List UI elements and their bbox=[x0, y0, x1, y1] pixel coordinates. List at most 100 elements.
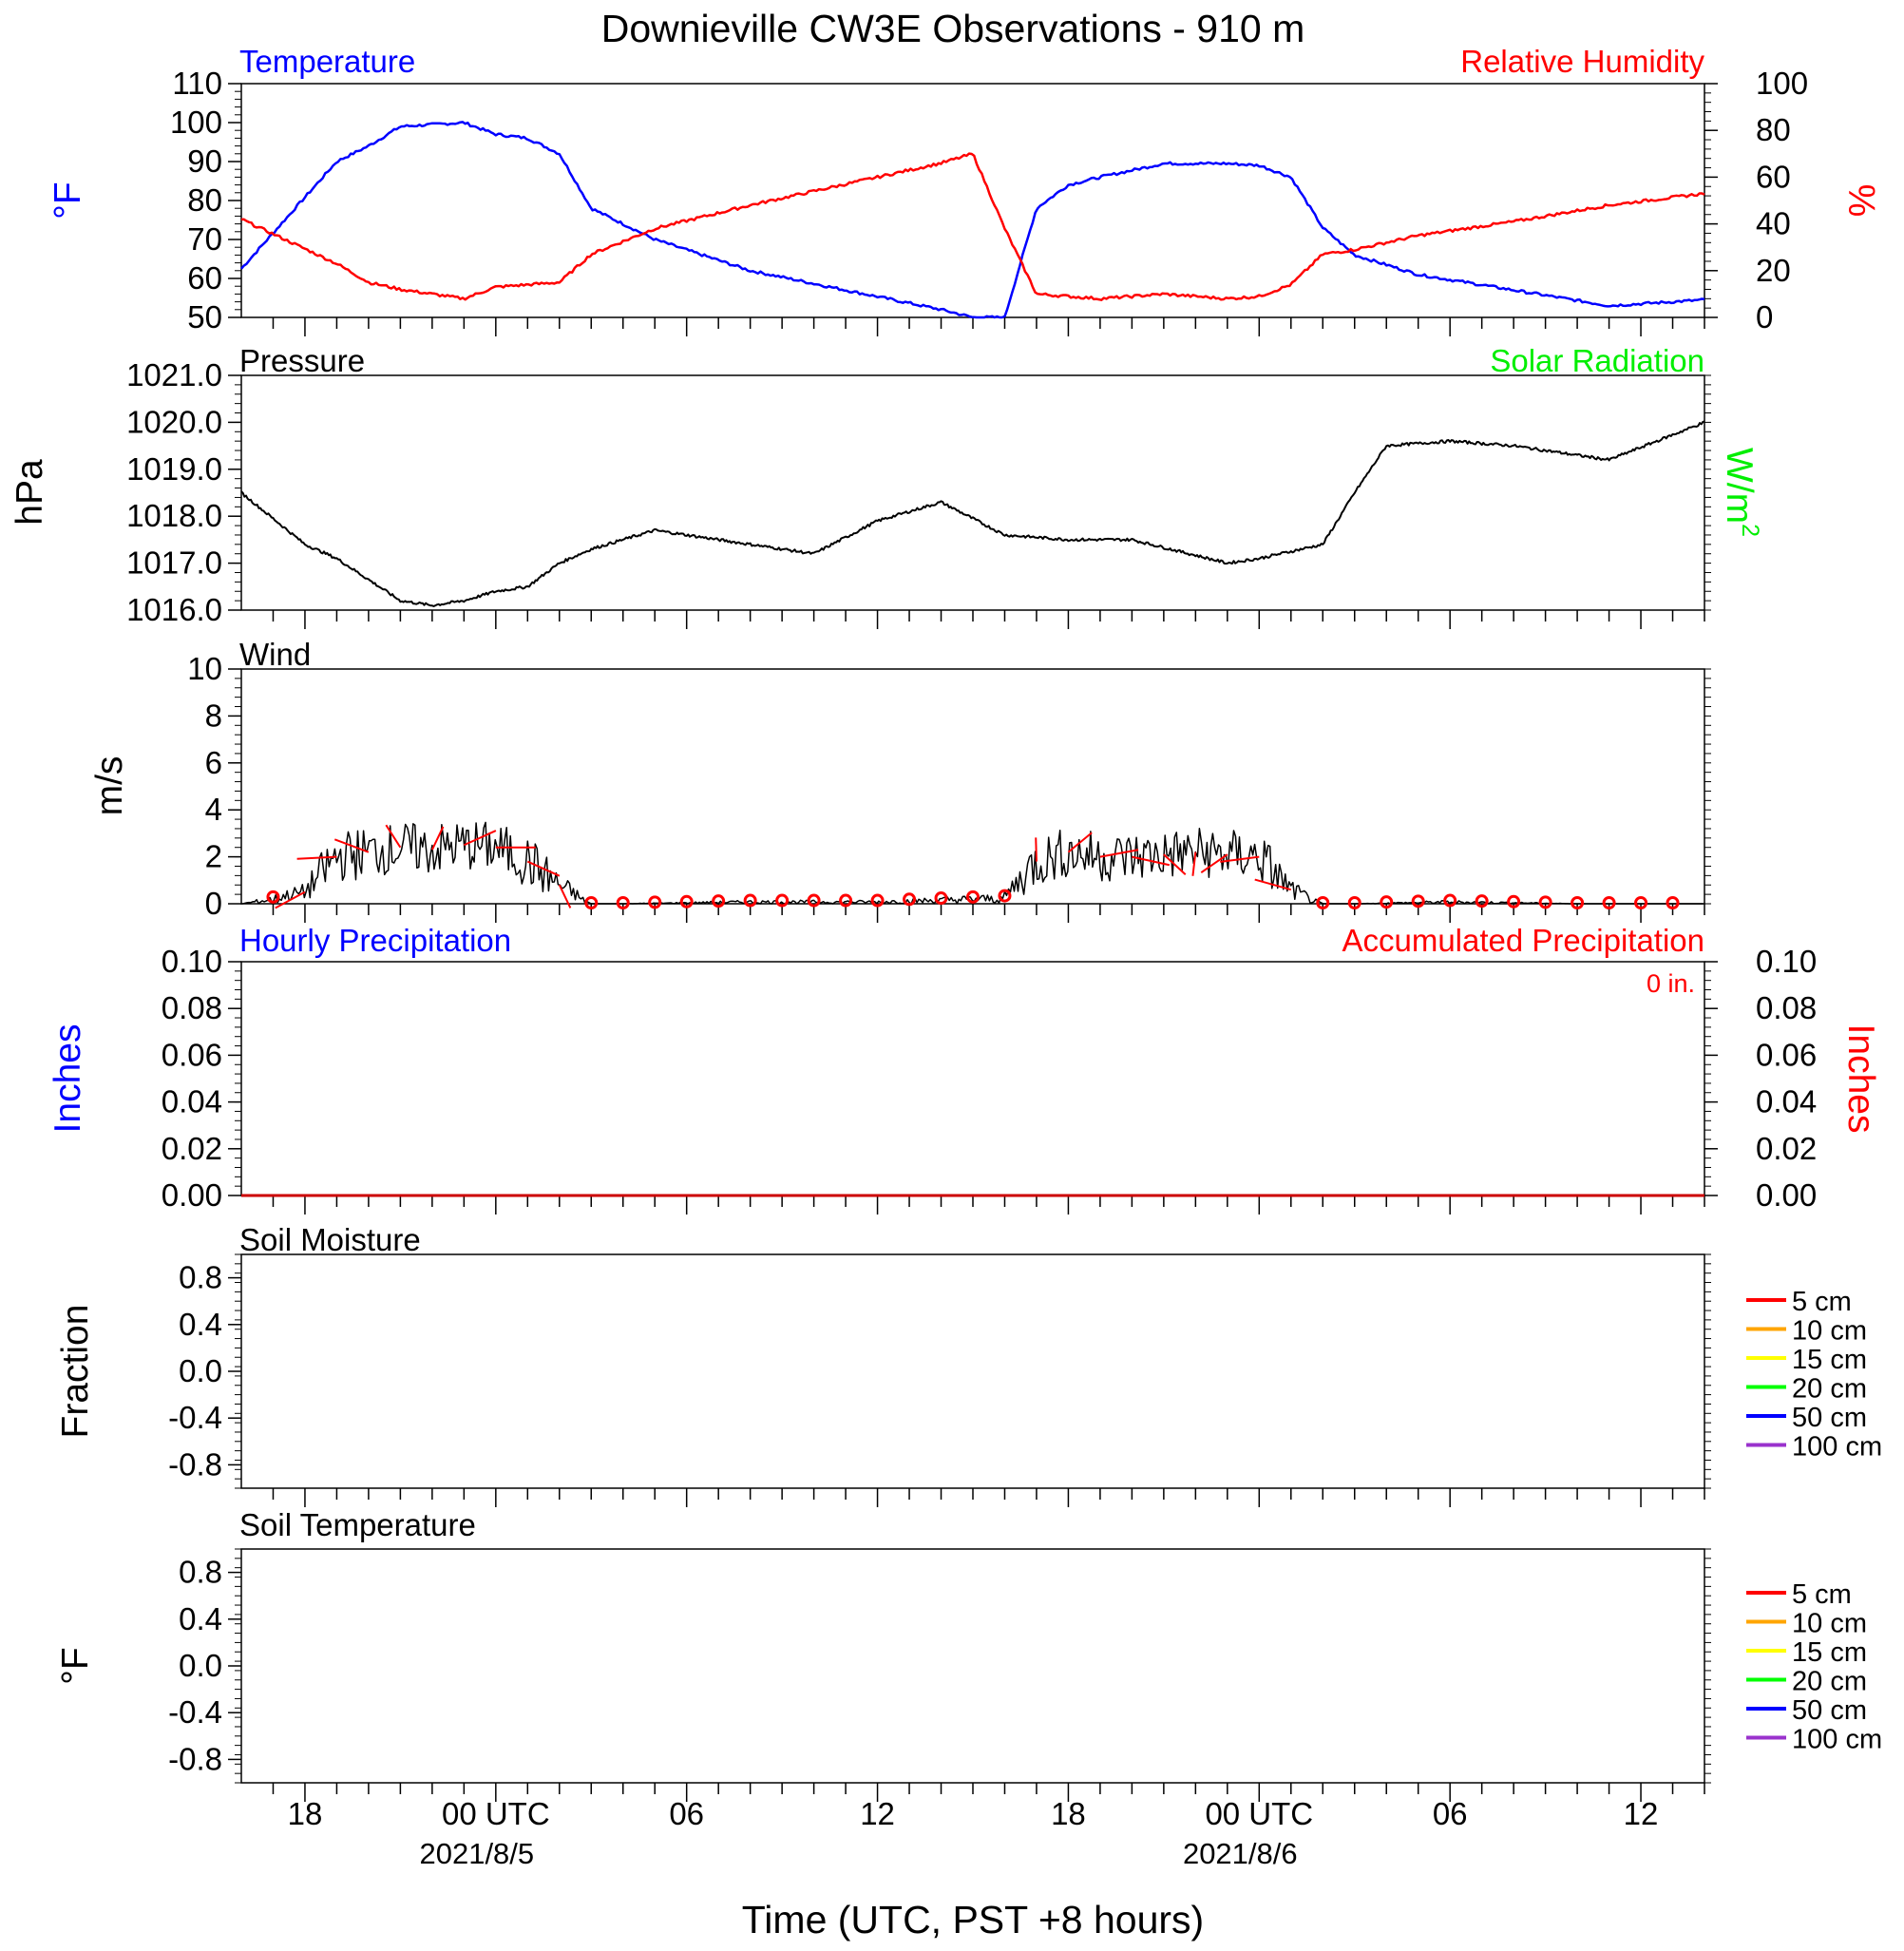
temperature-line bbox=[240, 121, 1705, 319]
hourly-precip-y-axis-label: Inches bbox=[48, 1024, 88, 1134]
wind-barb bbox=[385, 824, 402, 849]
soil-moisture-title: Soil Moisture bbox=[239, 1222, 421, 1257]
wind-barb bbox=[1220, 855, 1260, 863]
y-tick-label: 0.08 bbox=[162, 990, 222, 1025]
legend-label: 5 cm bbox=[1792, 1579, 1852, 1610]
precipitation-tick-marks bbox=[228, 961, 1718, 1215]
legend-label: 15 cm bbox=[1792, 1637, 1867, 1668]
x-tick-labels: 18 00 UTC 06 12 18 00 UTC 06 12 bbox=[288, 1796, 1659, 1831]
y-tick-label: 0.0 bbox=[179, 1648, 222, 1683]
soil-temperature-y-tick-labels: -0.8 -0.4 0.0 0.4 0.8 bbox=[168, 1555, 222, 1777]
wind-barb bbox=[1200, 853, 1228, 873]
accumulated-precip-y-tick-labels: 0.00 0.02 0.04 0.06 0.08 0.10 bbox=[1756, 944, 1817, 1213]
legend-label: 15 cm bbox=[1792, 1345, 1867, 1375]
wind-title: Wind bbox=[239, 637, 311, 672]
y-tick-label: 0.4 bbox=[179, 1307, 222, 1342]
accumulated-precip-y-axis-label: Inches bbox=[1840, 1024, 1881, 1134]
y-tick-label: 1017.0 bbox=[126, 545, 222, 581]
wind-barb bbox=[1191, 851, 1197, 876]
x-tick-label: 18 bbox=[288, 1796, 323, 1831]
y-tick-label: 1019.0 bbox=[126, 451, 222, 487]
soil-temperature-title: Soil Temperature bbox=[239, 1507, 476, 1542]
calm-wind-marker bbox=[1316, 896, 1330, 909]
wind-y-tick-labels: 0 2 4 6 8 10 bbox=[187, 651, 222, 921]
pressure-y-tick-labels: 1016.0 1017.0 1018.0 1019.0 1020.0 1021.0 bbox=[126, 357, 222, 627]
wind-barb bbox=[463, 830, 497, 847]
x-tick-label: 12 bbox=[860, 1796, 895, 1831]
wind-barb bbox=[296, 855, 337, 860]
calm-wind-marker bbox=[1411, 894, 1425, 909]
precipitation-plot-frame bbox=[240, 961, 1705, 1196]
pressure-line bbox=[240, 420, 1705, 607]
humidity-line bbox=[240, 152, 1705, 301]
wind-barb bbox=[333, 838, 370, 853]
svg-text:W/m2: W/m2 bbox=[1719, 448, 1763, 537]
calm-wind-marker bbox=[1666, 896, 1680, 909]
y-tick-label: 0.08 bbox=[1756, 990, 1817, 1025]
x-date-label: 2021/8/5 bbox=[419, 1837, 534, 1870]
x-date-labels: 2021/8/5 2021/8/6 bbox=[419, 1837, 1297, 1870]
legend-label: 100 cm bbox=[1792, 1432, 1882, 1463]
y-tick-label: 0.06 bbox=[1756, 1037, 1817, 1072]
temperature-tick-marks bbox=[228, 83, 1718, 336]
figure-title: Downieville CW3E Observations - 910 m bbox=[601, 7, 1305, 50]
calm-wind-marker bbox=[1475, 894, 1489, 909]
y-tick-label: 60 bbox=[1756, 159, 1791, 194]
calm-wind-marker bbox=[966, 889, 980, 904]
pressure-plot-frame bbox=[240, 374, 1705, 611]
accumulated-precipitation-title: Accumulated Precipitation bbox=[1342, 923, 1704, 958]
wind-barb bbox=[430, 826, 445, 851]
legend-label: 10 cm bbox=[1792, 1609, 1867, 1639]
calm-wind-marker bbox=[1571, 896, 1585, 909]
x-tick-label: 00 UTC bbox=[1205, 1796, 1313, 1831]
temperature-humidity-lines bbox=[240, 121, 1705, 319]
y-tick-label: 0 bbox=[1756, 299, 1773, 335]
y-tick-label: 80 bbox=[187, 182, 222, 218]
y-tick-label: 60 bbox=[187, 260, 222, 296]
wind-panel: 0 2 4 6 8 10 Wind m/s bbox=[89, 637, 1711, 923]
calm-wind-marker bbox=[934, 891, 948, 906]
y-tick-label: 0 bbox=[205, 886, 222, 921]
calm-wind-marker bbox=[679, 894, 694, 909]
soil-moisture-plot-frame bbox=[240, 1253, 1705, 1489]
humidity-y-axis-label: % bbox=[1840, 184, 1881, 218]
y-tick-label: 0.8 bbox=[179, 1260, 222, 1295]
wind-barbs bbox=[266, 824, 1680, 909]
solar-radiation-y-axis-label: W/m2 bbox=[1719, 448, 1763, 537]
y-tick-label: 0.04 bbox=[162, 1084, 222, 1119]
wind-barb bbox=[526, 860, 561, 877]
calm-wind-marker bbox=[1443, 893, 1457, 908]
y-tick-label: 0.00 bbox=[162, 1177, 222, 1213]
soil-temperature-y-axis-label: °F bbox=[55, 1647, 96, 1684]
calm-wind-marker bbox=[775, 893, 790, 908]
pressure-y-axis-label: hPa bbox=[10, 459, 50, 526]
y-tick-label: -0.8 bbox=[168, 1446, 222, 1482]
calm-wind-marker bbox=[1538, 895, 1552, 909]
y-tick-label: 70 bbox=[187, 221, 222, 257]
soil-moisture-y-axis-label: Fraction bbox=[55, 1305, 96, 1439]
pressure-line bbox=[240, 420, 1705, 607]
y-tick-label: 0.8 bbox=[179, 1555, 222, 1590]
pressure-tick-marks bbox=[228, 374, 1711, 629]
y-tick-label: 80 bbox=[1756, 112, 1791, 147]
legend-label: 100 cm bbox=[1792, 1725, 1882, 1755]
wind-barb bbox=[1035, 837, 1038, 862]
calm-wind-marker bbox=[1347, 896, 1361, 909]
calm-wind-marker bbox=[616, 896, 630, 909]
wind-tick-marks bbox=[228, 668, 1711, 923]
legend-label: 20 cm bbox=[1792, 1374, 1867, 1405]
soil-temperature-plot-frame bbox=[240, 1548, 1705, 1784]
wind-barb bbox=[1254, 878, 1292, 891]
x-tick-label: 18 bbox=[1051, 1796, 1086, 1831]
y-tick-label: 20 bbox=[1756, 253, 1791, 288]
solar-radiation-title: Solar Radiation bbox=[1490, 343, 1704, 378]
legend-label: 10 cm bbox=[1792, 1316, 1867, 1347]
precipitation-panel: 0.000.020.040.060.080.10 0.000.020.040.0… bbox=[48, 923, 1881, 1215]
y-tick-label: -0.8 bbox=[168, 1741, 222, 1776]
